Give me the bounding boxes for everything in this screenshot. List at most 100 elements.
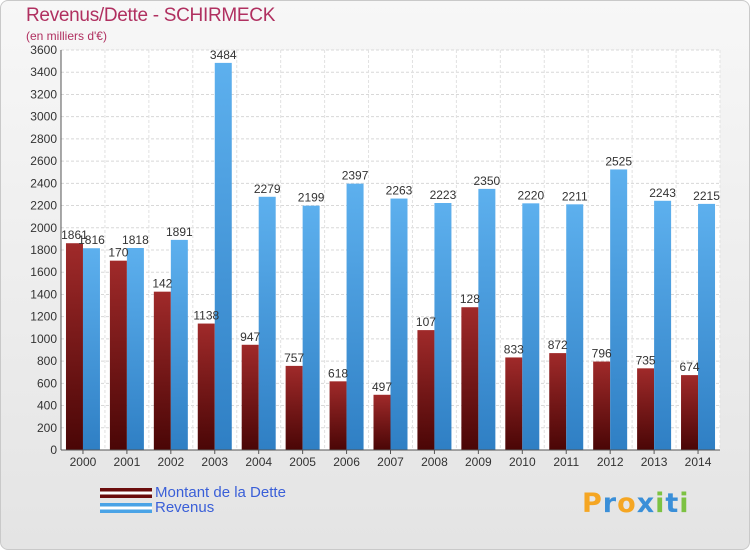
- value-label-revenus: 2199: [298, 191, 325, 205]
- x-tick-label: 2008: [421, 455, 448, 469]
- value-label-revenus: 2350: [474, 174, 501, 188]
- bar-revenus: [302, 205, 320, 450]
- legend-swatch-revenus: [100, 503, 152, 513]
- bar-dette: [505, 357, 523, 450]
- value-label-dette: 170: [108, 246, 128, 260]
- bars: [65, 62, 716, 451]
- y-tick-label: 1600: [30, 265, 57, 279]
- bar-dette: [65, 243, 83, 450]
- bar-revenus: [258, 196, 276, 450]
- bar-dette: [549, 353, 567, 450]
- bar-revenus: [434, 203, 452, 450]
- value-label-revenus: 1816: [78, 233, 105, 247]
- bar-revenus: [170, 239, 188, 450]
- bar-dette: [461, 307, 479, 450]
- bar-revenus: [566, 204, 584, 450]
- bar-revenus: [610, 169, 628, 450]
- y-tick-label: 2800: [30, 132, 57, 146]
- bar-revenus: [214, 62, 232, 451]
- value-label-revenus: 2279: [254, 182, 281, 196]
- x-tick-label: 2001: [114, 455, 141, 469]
- x-tick-label: 2013: [641, 455, 668, 469]
- bar-dette: [153, 291, 171, 450]
- bar-revenus: [82, 248, 100, 450]
- y-tick-label: 1000: [30, 332, 57, 346]
- value-label-dette: 735: [636, 353, 656, 367]
- bar-dette: [593, 361, 611, 450]
- y-tick-label: 0: [50, 443, 57, 457]
- value-label-revenus: 2263: [386, 184, 413, 198]
- value-label-dette: 618: [328, 366, 348, 380]
- y-tick-label: 3200: [30, 87, 57, 101]
- bar-revenus: [698, 203, 716, 450]
- value-label-revenus: 2525: [605, 154, 632, 168]
- value-label-dette: 497: [372, 380, 392, 394]
- bar-revenus: [346, 183, 364, 450]
- y-tick-label: 2400: [30, 176, 57, 190]
- legend-label-revenus: Revenus: [155, 499, 215, 516]
- bar-dette: [681, 375, 699, 450]
- value-label-revenus: 2211: [562, 189, 588, 203]
- value-label-dette: 796: [592, 347, 612, 361]
- x-tick-label: 2007: [377, 455, 404, 469]
- bar-revenus: [654, 200, 672, 450]
- bar-dette: [373, 394, 391, 450]
- value-label-revenus: 2243: [649, 186, 676, 200]
- y-tick-label: 2200: [30, 199, 57, 213]
- y-tick-label: 400: [37, 399, 57, 413]
- value-label-revenus: 2215: [693, 189, 720, 203]
- value-label-dette: 674: [680, 360, 700, 374]
- value-label-revenus: 2397: [342, 169, 369, 183]
- x-tick-label: 2006: [333, 455, 360, 469]
- x-tick-label: 2012: [597, 455, 624, 469]
- x-tick-label: 2009: [465, 455, 492, 469]
- value-label-revenus: 2220: [517, 188, 544, 202]
- y-tick-label: 600: [37, 376, 57, 390]
- value-label-revenus: 1891: [166, 225, 193, 239]
- bar-dette: [241, 344, 259, 450]
- y-tick-label: 1400: [30, 287, 57, 301]
- y-tick-label: 200: [37, 421, 57, 435]
- y-tick-label: 3600: [30, 43, 57, 57]
- value-label-dette: 107: [416, 315, 436, 329]
- bar-dette: [197, 323, 215, 450]
- y-tick-label: 800: [37, 354, 57, 368]
- value-label-dette: 142: [152, 277, 172, 291]
- chart-subtitle: (en milliers d'€): [26, 29, 107, 43]
- axes: 0 200 400 600 800 1000 1200 1400 1600 1800 2000 220…: [30, 43, 720, 469]
- value-label-dette: 757: [284, 351, 304, 365]
- value-label-dette: 833: [504, 342, 524, 356]
- x-tick-label: 2002: [157, 455, 184, 469]
- x-tick-label: 2014: [685, 455, 712, 469]
- x-tick-label: 2003: [201, 455, 228, 469]
- x-tick-label: 2005: [289, 455, 316, 469]
- bar-revenus: [478, 188, 496, 450]
- y-tick-label: 1200: [30, 310, 57, 324]
- bar-dette: [109, 260, 127, 450]
- y-tick-label: 1800: [30, 243, 57, 257]
- value-label-revenus: 2223: [430, 188, 457, 202]
- y-tick-label: 2000: [30, 221, 57, 235]
- bar-dette: [637, 368, 655, 450]
- value-label-dette: 1861: [61, 228, 88, 242]
- bar-revenus: [126, 248, 144, 450]
- value-label-dette: 947: [240, 330, 260, 344]
- value-label-revenus: 3484: [210, 48, 237, 62]
- bar-dette: [417, 330, 435, 450]
- value-label-revenus: 1818: [122, 233, 149, 247]
- y-tick-label: 3000: [30, 110, 57, 124]
- bar-revenus: [390, 198, 408, 450]
- bar-revenus: [522, 203, 540, 450]
- y-tick-label: 3400: [30, 65, 57, 79]
- value-label-dette: 872: [548, 338, 568, 352]
- value-label-dette: 128: [460, 292, 480, 306]
- proxiti-logo: Proxiti: [582, 488, 690, 519]
- legend-swatch-dette: [100, 488, 152, 498]
- bar-dette: [285, 365, 303, 450]
- bar-dette: [329, 381, 347, 450]
- x-tick-label: 2000: [70, 455, 97, 469]
- chart-title: Revenus/Dette - SCHIRMECK: [26, 5, 276, 26]
- y-tick-label: 2600: [30, 154, 57, 168]
